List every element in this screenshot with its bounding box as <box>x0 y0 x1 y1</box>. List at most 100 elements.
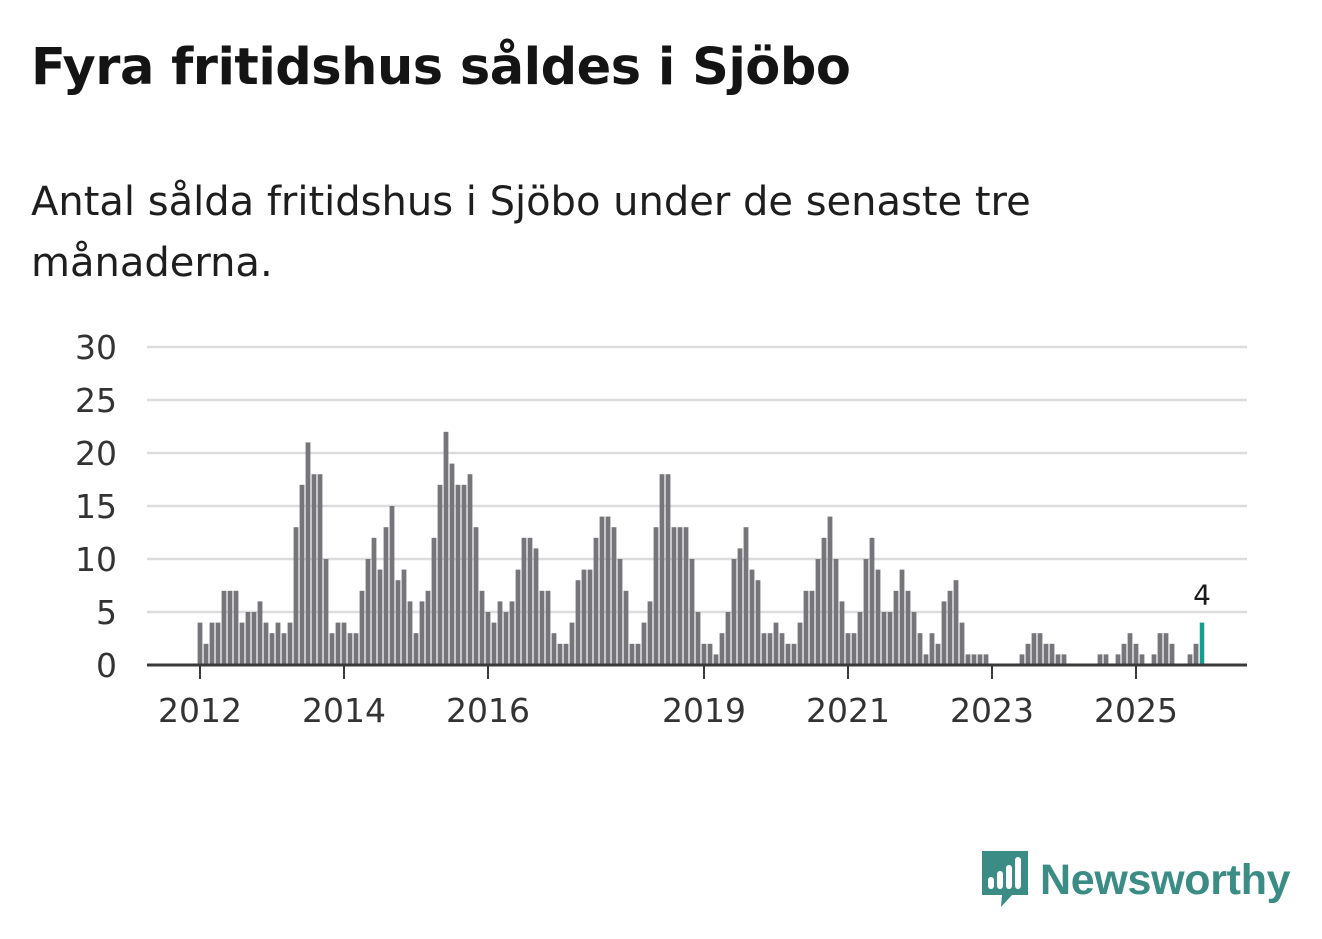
bar <box>473 527 479 665</box>
bar <box>893 590 899 665</box>
bar <box>911 612 917 665</box>
bar <box>797 622 803 665</box>
bar <box>1169 643 1175 665</box>
bar <box>959 622 965 665</box>
bar <box>569 622 575 665</box>
bar <box>1049 643 1055 665</box>
bar <box>377 569 383 665</box>
y-tick-label: 20 <box>75 434 117 473</box>
brand-logo: Newsworthy <box>980 849 1291 911</box>
bar <box>509 601 515 665</box>
bar <box>521 537 527 665</box>
bar <box>1193 643 1199 665</box>
bar <box>935 643 941 665</box>
y-tick-label: 0 <box>96 646 117 685</box>
bar <box>761 633 767 665</box>
bar <box>287 622 293 665</box>
x-tick-label: 2025 <box>1094 691 1178 730</box>
bar <box>617 559 623 665</box>
bar <box>311 474 317 665</box>
bar <box>305 442 311 665</box>
highlighted-bar <box>1199 622 1205 665</box>
bar <box>983 654 989 665</box>
bar <box>329 633 335 665</box>
bar <box>449 463 455 665</box>
bar <box>899 569 905 665</box>
x-tick-label: 2014 <box>302 691 386 730</box>
bar <box>455 484 461 665</box>
bar <box>839 601 845 665</box>
bar <box>365 559 371 665</box>
y-axis: 0 5 10 15 20 25 30 <box>75 328 117 685</box>
bar <box>251 612 257 665</box>
bar <box>887 612 893 665</box>
bar <box>641 622 647 665</box>
x-tick-label: 2019 <box>662 691 746 730</box>
bar <box>359 590 365 665</box>
bar <box>833 559 839 665</box>
bar <box>713 654 719 665</box>
bar <box>971 654 977 665</box>
bar <box>263 622 269 665</box>
bar <box>1097 654 1103 665</box>
bar <box>863 559 869 665</box>
bar <box>425 590 431 665</box>
chart-subtitle: Antal sålda fritidshus i Sjöbo under de … <box>31 179 1031 286</box>
bar <box>917 633 923 665</box>
bar <box>281 633 287 665</box>
bar <box>299 484 305 665</box>
bar <box>803 590 809 665</box>
bar <box>233 590 239 665</box>
bar <box>503 612 509 665</box>
chart-title: Fyra fritidshus såldes i Sjöbo <box>31 38 851 97</box>
bar <box>695 612 701 665</box>
bar <box>1151 654 1157 665</box>
bar <box>1187 654 1193 665</box>
bar <box>629 643 635 665</box>
bar <box>719 633 725 665</box>
bar <box>677 527 683 665</box>
bar <box>923 654 929 665</box>
bar <box>275 622 281 665</box>
bar <box>1061 654 1067 665</box>
bar <box>689 559 695 665</box>
y-tick-label: 5 <box>96 593 117 632</box>
bar <box>929 633 935 665</box>
bar <box>557 643 563 665</box>
bar <box>767 633 773 665</box>
bar <box>539 590 545 665</box>
y-tick-label: 30 <box>75 328 117 367</box>
bar <box>443 431 449 665</box>
bar <box>671 527 677 665</box>
bar <box>1163 633 1169 665</box>
bars <box>197 431 1205 665</box>
gridlines <box>147 345 1247 614</box>
bar <box>1037 633 1043 665</box>
bar <box>437 484 443 665</box>
annotations: 4 <box>1193 579 1211 612</box>
bar <box>197 622 203 665</box>
bar <box>347 633 353 665</box>
bar <box>395 580 401 665</box>
bar <box>1019 654 1025 665</box>
bar <box>407 601 413 665</box>
bar <box>965 654 971 665</box>
bar <box>749 569 755 665</box>
bar <box>419 601 425 665</box>
bar <box>953 580 959 665</box>
bar <box>551 633 557 665</box>
bar <box>575 580 581 665</box>
bar <box>905 590 911 665</box>
bar <box>1031 633 1037 665</box>
bar <box>977 654 983 665</box>
bar <box>323 559 329 665</box>
bar <box>1103 654 1109 665</box>
bar <box>815 559 821 665</box>
x-axis: 2012 2014 2016 2019 2021 2023 2025 <box>147 663 1247 730</box>
bar <box>743 527 749 665</box>
bar <box>593 537 599 665</box>
y-tick-label: 10 <box>75 540 117 579</box>
bar <box>563 643 569 665</box>
bar <box>791 643 797 665</box>
bar <box>545 590 551 665</box>
